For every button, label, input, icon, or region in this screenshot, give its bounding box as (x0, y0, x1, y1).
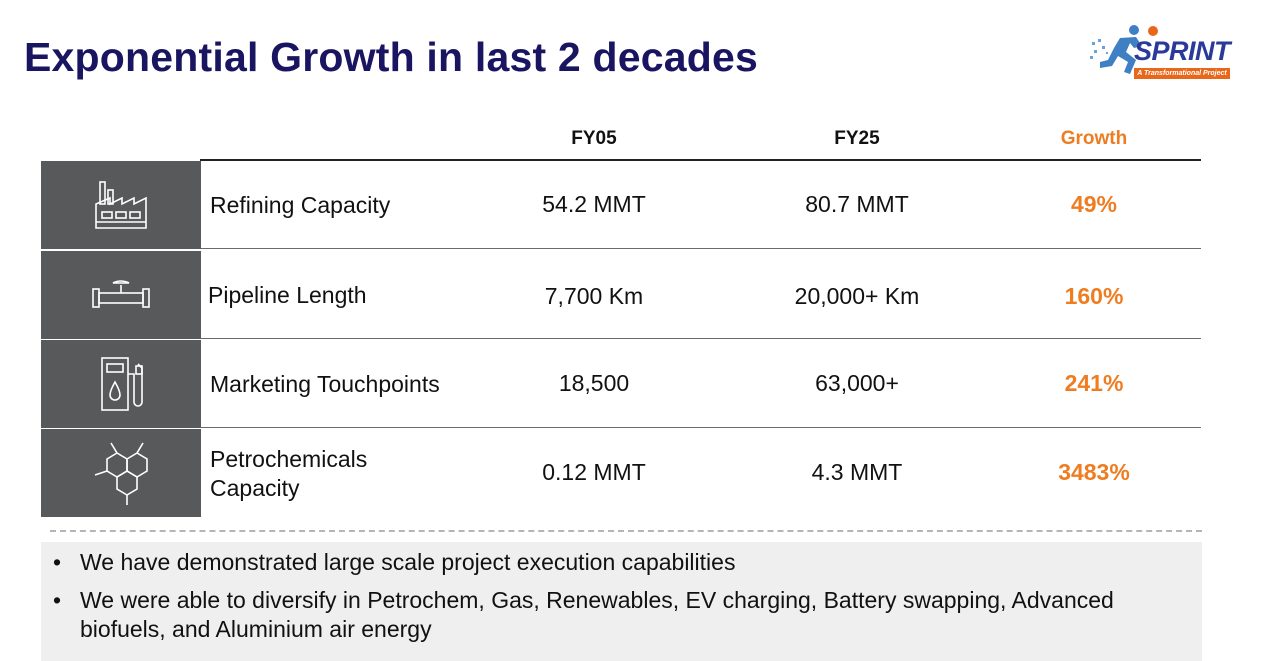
row-label: Marketing Touchpoints (210, 371, 440, 397)
icon-cell (41, 161, 201, 249)
table-row: Pipeline Length 7,700 Km 20,000+ Km 160% (41, 251, 1201, 339)
runner-icon (1090, 25, 1158, 74)
page-title: Exponential Growth in last 2 decades (24, 34, 758, 80)
row-label: Petrochemicals Capacity (210, 445, 367, 503)
pipeline-icon (92, 280, 150, 308)
logo-wordmark: SPRINT (1134, 36, 1231, 66)
growth-value: 49% (1070, 191, 1118, 217)
bullet-text: We were able to diversify in Petrochem, … (80, 587, 1114, 642)
fy05-value: 7,700 Km (544, 283, 644, 309)
fy05-value: 0.12 MMT (542, 459, 646, 485)
table-row: Refining Capacity 54.2 MMT 80.7 MMT 49% (41, 161, 1201, 249)
factory-icon (95, 181, 147, 229)
fuel-pump-icon (101, 357, 143, 411)
logo-tagline: A Transformational Project (1134, 68, 1230, 79)
row-divider (201, 338, 1201, 339)
row-label-line: Capacity (210, 475, 300, 501)
table-row: Petrochemicals Capacity 0.12 MMT 4.3 MMT… (41, 429, 1201, 517)
bullet-text: We have demonstrated large scale project… (80, 549, 736, 575)
growth-value: 160% (1064, 283, 1124, 309)
bullet-dot: • (53, 587, 62, 613)
fy25-value: 63,000+ (815, 370, 899, 396)
bullet-item: • We were able to diversify in Petrochem,… (53, 586, 1182, 644)
row-label-line: Petrochemicals (210, 446, 368, 472)
fy05-value: 54.2 MMT (542, 191, 646, 217)
dashed-divider (50, 530, 1202, 532)
growth-value: 241% (1064, 370, 1124, 396)
molecule-icon (94, 442, 148, 505)
row-divider (201, 427, 1201, 428)
header-fy25: FY25 (834, 128, 880, 149)
row-label: Pipeline Length (208, 282, 367, 308)
bullet-dot: • (53, 549, 62, 575)
header-divider (200, 159, 1201, 161)
icon-cell (41, 251, 201, 339)
icon-cell (41, 429, 201, 517)
fy25-value: 80.7 MMT (805, 191, 909, 217)
bullet-item: • We have demonstrated large scale projec… (53, 548, 1182, 577)
header-fy05: FY05 (571, 128, 617, 149)
header-growth: Growth (1060, 128, 1128, 149)
row-divider (201, 248, 1201, 249)
bullet-box: • We have demonstrated large scale projec… (41, 542, 1202, 661)
fy05-value: 18,500 (558, 370, 630, 396)
fy25-value: 4.3 MMT (811, 459, 903, 485)
icon-cell (41, 340, 201, 428)
row-label: Refining Capacity (210, 192, 391, 218)
fy25-value: 20,000+ Km (794, 283, 920, 309)
sprint-logo: SPRINT A Transformational Project (1090, 22, 1240, 84)
table-row: Marketing Touchpoints 18,500 63,000+ 241… (41, 340, 1201, 428)
growth-value: 3483% (1058, 459, 1130, 485)
